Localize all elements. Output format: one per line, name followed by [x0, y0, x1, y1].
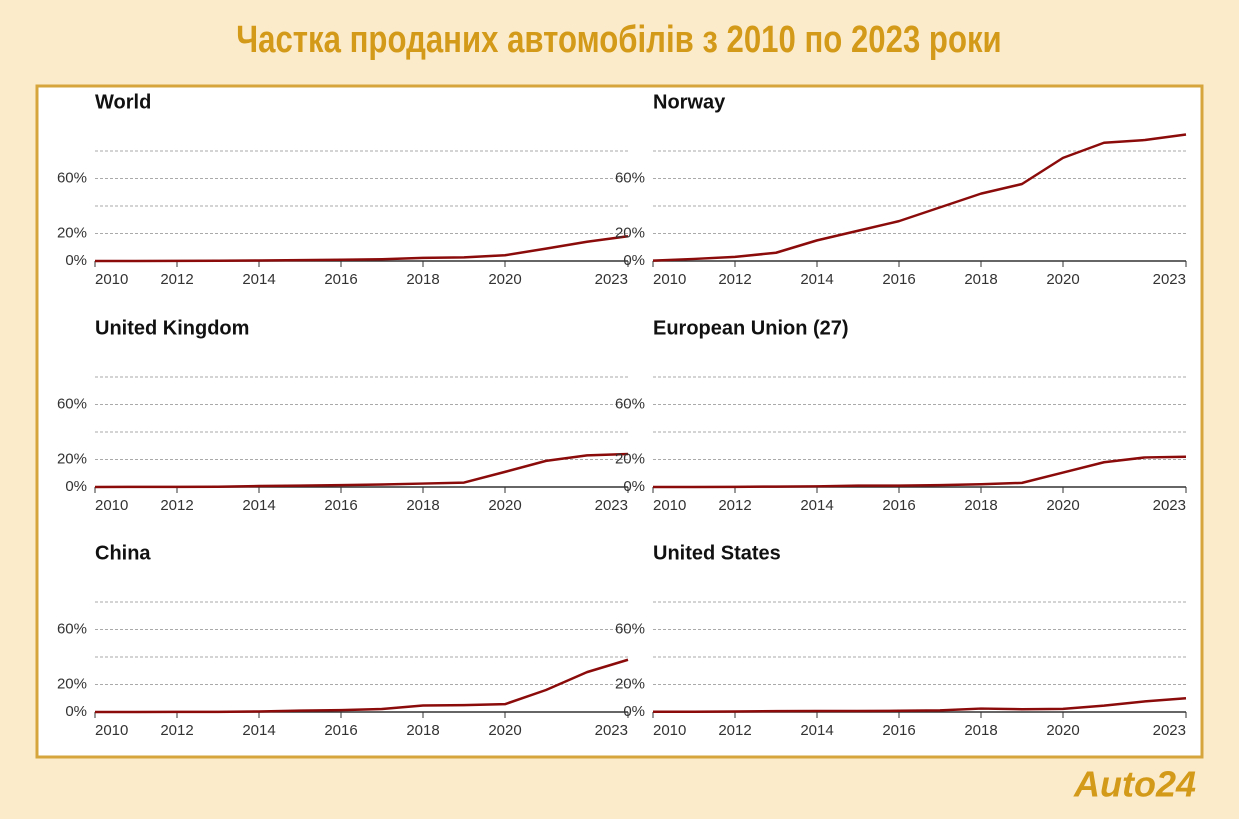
x-tick-label: 2018 — [406, 271, 439, 288]
x-tick-label: 2010 — [653, 271, 686, 288]
page-title: Частка проданих автомобілів з 2010 по 20… — [236, 19, 1001, 61]
x-tick-label: 2012 — [718, 497, 751, 514]
x-tick-label: 2023 — [1153, 497, 1186, 514]
y-tick-label: 20% — [615, 224, 645, 241]
x-tick-label: 2018 — [964, 722, 997, 739]
y-tick-label: 60% — [615, 620, 645, 637]
x-tick-label: 2014 — [242, 271, 275, 288]
y-tick-label: 0% — [65, 478, 87, 495]
y-tick-label: 60% — [57, 620, 87, 637]
x-tick-label: 2012 — [718, 271, 751, 288]
x-tick-label: 2018 — [406, 497, 439, 514]
panel-frame — [35, 84, 1204, 759]
x-tick-label: 2023 — [595, 271, 628, 288]
x-tick-label: 2010 — [95, 722, 128, 739]
x-tick-label: 2012 — [718, 722, 751, 739]
x-tick-label: 2020 — [1046, 497, 1079, 514]
x-tick-label: 2012 — [160, 722, 193, 739]
y-tick-label: 0% — [623, 703, 645, 720]
data-line — [653, 697, 1187, 713]
panel-title: World — [95, 91, 151, 113]
y-tick-label: 60% — [57, 169, 87, 186]
x-tick-label: 2010 — [653, 722, 686, 739]
panel-title: United Kingdom — [95, 317, 249, 339]
panel-title: Norway — [653, 91, 726, 113]
x-tick-label: 2023 — [1153, 271, 1186, 288]
x-tick-label: 2016 — [324, 722, 357, 739]
x-tick-label: 2016 — [882, 271, 915, 288]
x-tick-label: 2016 — [882, 497, 915, 514]
data-line — [95, 235, 629, 263]
y-tick-label: 60% — [57, 395, 87, 412]
y-tick-label: 0% — [623, 478, 645, 495]
x-tick-label: 2020 — [1046, 722, 1079, 739]
y-tick-label: 60% — [615, 169, 645, 186]
x-tick-label: 2010 — [653, 497, 686, 514]
y-tick-label: 0% — [623, 252, 645, 269]
x-tick-label: 2010 — [95, 271, 128, 288]
x-tick-label: 2018 — [406, 722, 439, 739]
y-tick-label: 20% — [57, 450, 87, 467]
x-tick-label: 2014 — [800, 271, 833, 288]
y-tick-label: 20% — [615, 675, 645, 692]
panel-title: European Union (27) — [653, 317, 849, 339]
x-tick-label: 2020 — [1046, 271, 1079, 288]
data-line — [94, 452, 629, 489]
x-tick-label: 2016 — [324, 271, 357, 288]
x-tick-label: 2012 — [160, 497, 193, 514]
x-tick-label: 2023 — [1153, 722, 1186, 739]
y-tick-label: 20% — [615, 450, 645, 467]
y-tick-label: 60% — [615, 395, 645, 412]
y-tick-label: 20% — [57, 675, 87, 692]
x-tick-label: 2014 — [242, 722, 275, 739]
y-tick-label: 0% — [65, 252, 87, 269]
x-tick-label: 2012 — [160, 271, 193, 288]
x-tick-label: 2014 — [242, 497, 275, 514]
logo: Auto24 — [1073, 764, 1196, 805]
panel-title: United States — [653, 542, 781, 564]
x-tick-label: 2023 — [595, 722, 628, 739]
data-line — [653, 455, 1187, 489]
data-line — [652, 133, 1187, 262]
x-tick-label: 2016 — [882, 722, 915, 739]
x-tick-label: 2020 — [488, 722, 521, 739]
x-tick-label: 2020 — [488, 497, 521, 514]
y-tick-label: 0% — [65, 703, 87, 720]
y-tick-label: 20% — [57, 224, 87, 241]
x-tick-label: 2010 — [95, 497, 128, 514]
panel-title: China — [95, 542, 151, 564]
x-tick-label: 2020 — [488, 271, 521, 288]
x-tick-label: 2018 — [964, 497, 997, 514]
x-tick-label: 2014 — [800, 722, 833, 739]
x-tick-label: 2018 — [964, 271, 997, 288]
x-tick-label: 2016 — [324, 497, 357, 514]
x-tick-label: 2014 — [800, 497, 833, 514]
data-line — [95, 658, 629, 714]
x-tick-label: 2023 — [595, 497, 628, 514]
